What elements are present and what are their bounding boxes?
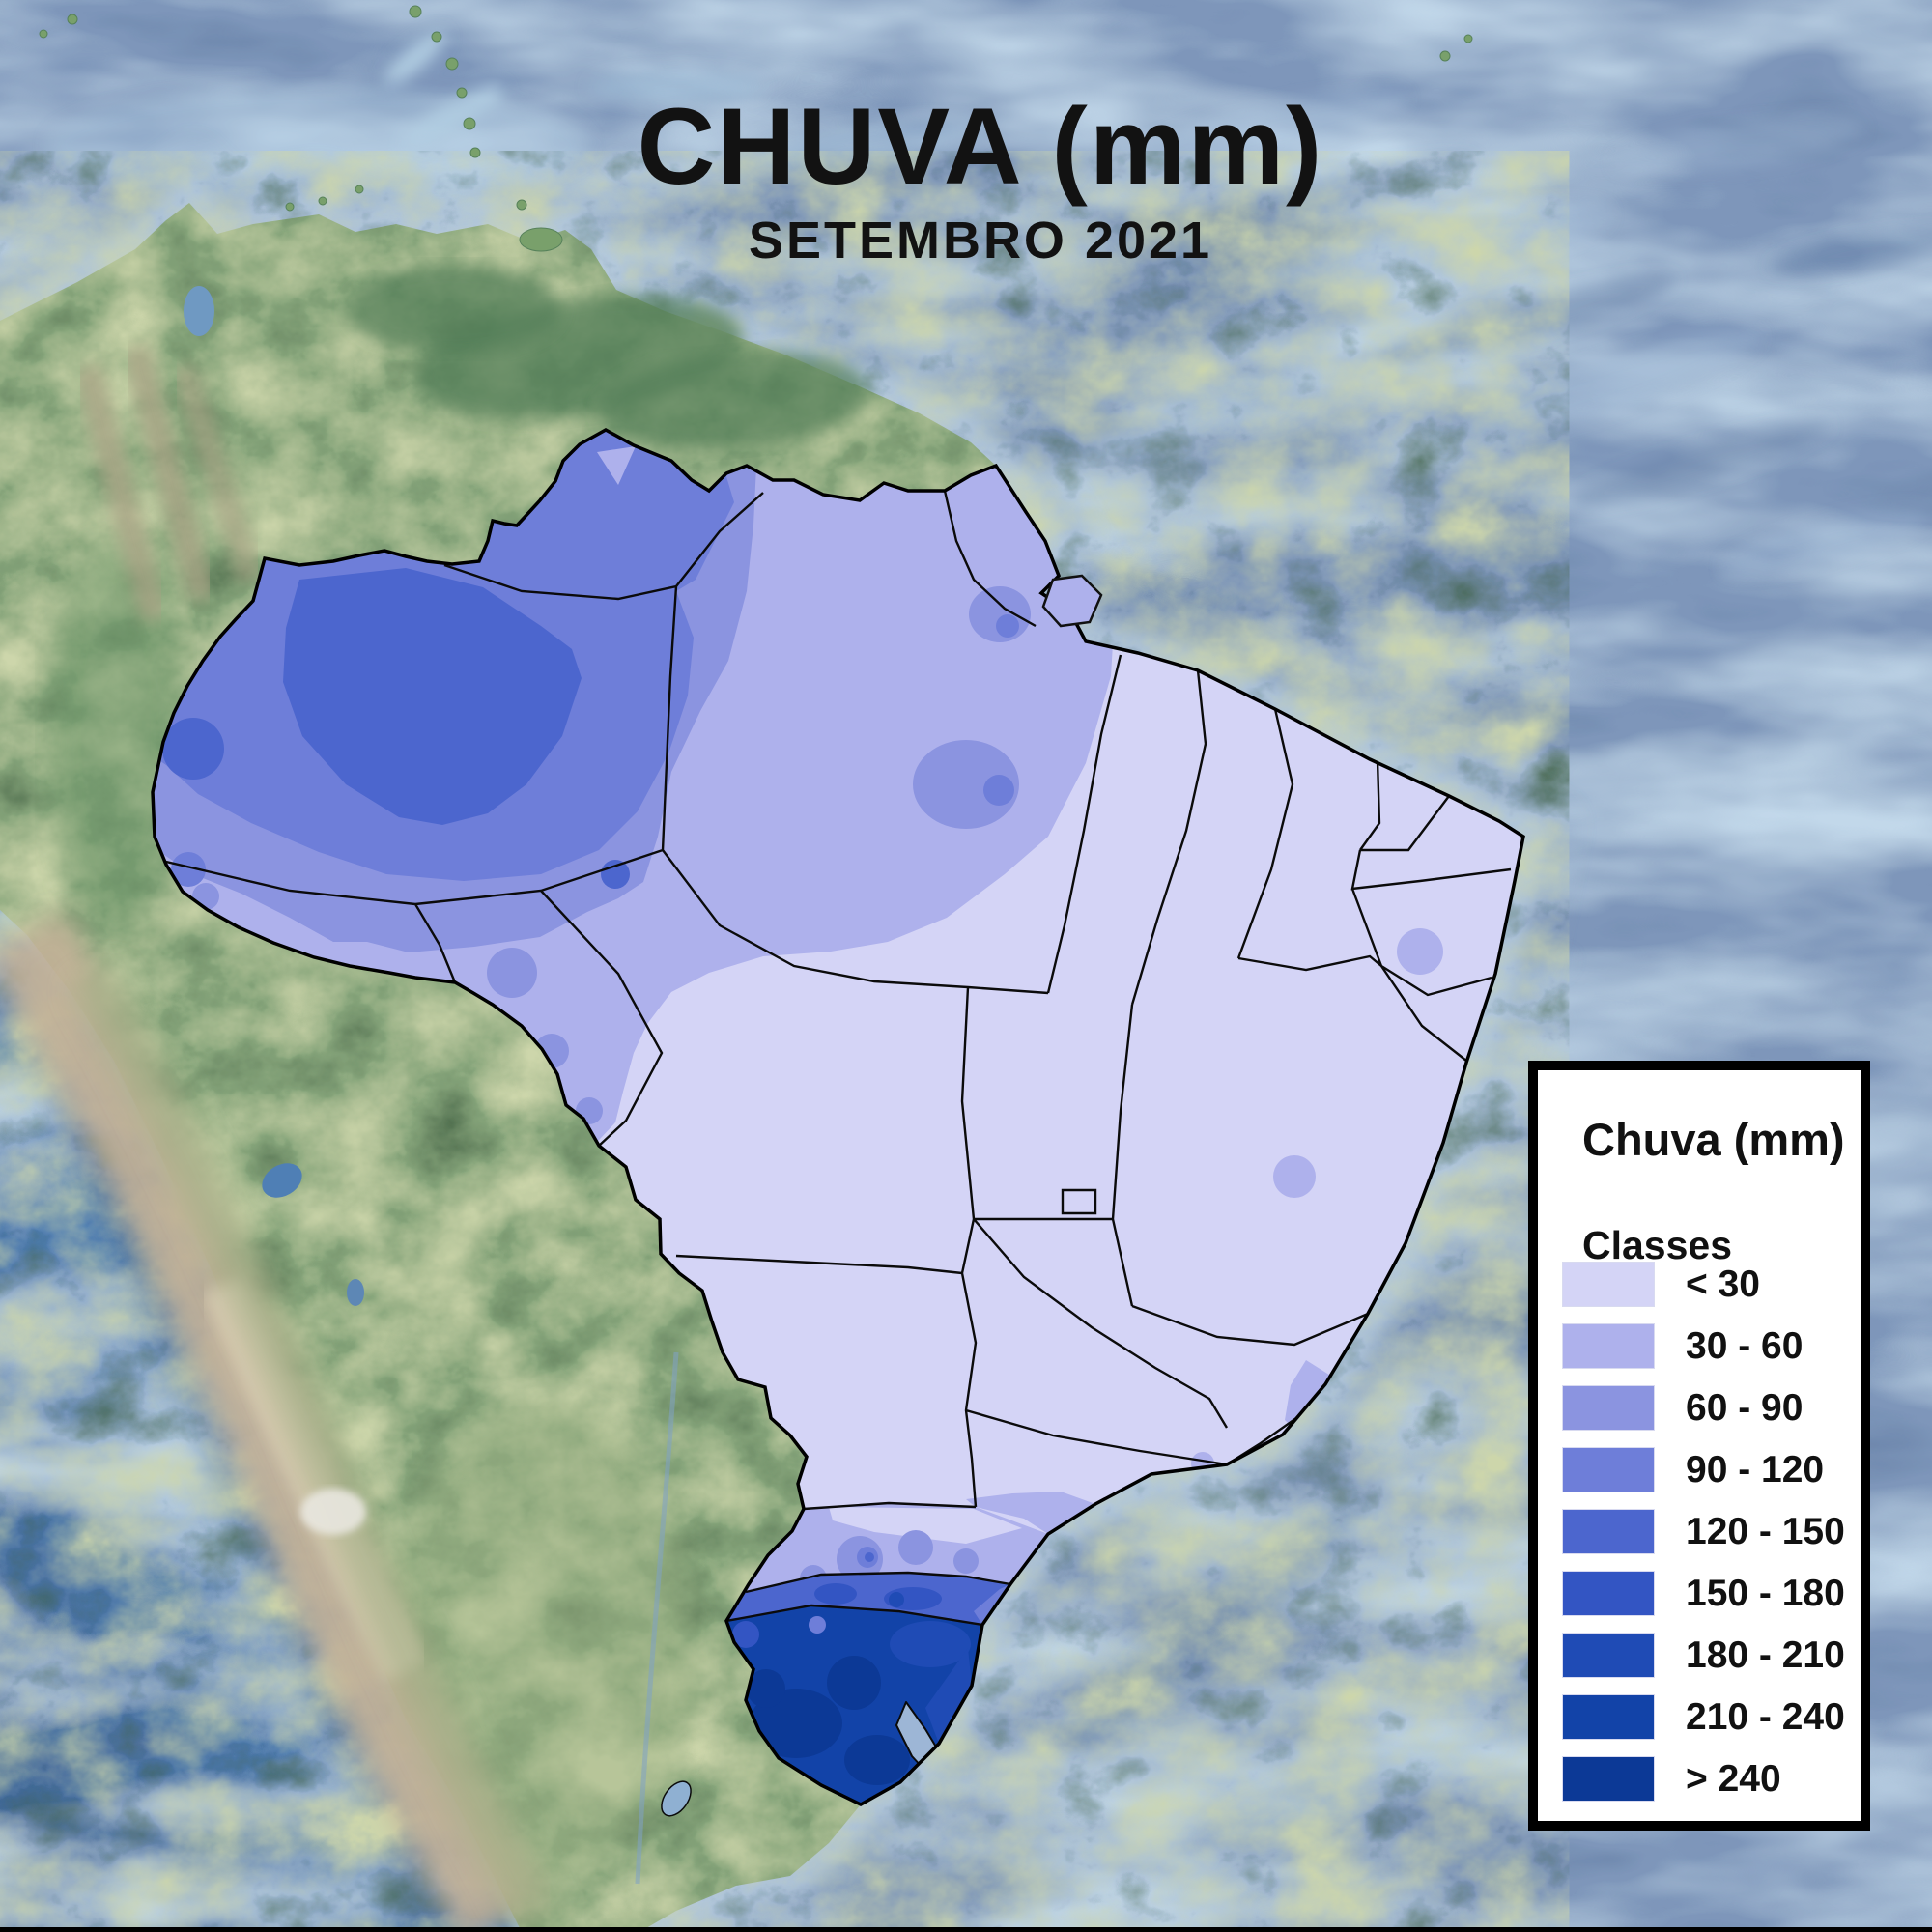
legend-row: 120 - 150 xyxy=(1562,1509,1845,1554)
legend-swatch xyxy=(1562,1694,1655,1740)
rainfall-blob xyxy=(865,1552,874,1562)
legend-swatch xyxy=(1562,1633,1655,1678)
rainfall-blob xyxy=(487,948,537,998)
legend-rows: < 30 30 - 60 60 - 90 90 - 120 120 - 150 … xyxy=(1562,1262,1845,1818)
legend-swatch xyxy=(1562,1385,1655,1431)
salt-flat xyxy=(300,1489,366,1535)
rainfall-blob xyxy=(889,1592,904,1607)
legend-label: 90 - 120 xyxy=(1686,1448,1825,1491)
rainfall-blob xyxy=(953,1548,979,1574)
page-subtitle: SETEMBRO 2021 xyxy=(748,212,1213,270)
rainfall-sc-coast xyxy=(974,1584,1010,1625)
legend-row: < 30 xyxy=(1562,1262,1845,1307)
antilles-islands xyxy=(39,5,1473,252)
lake-titicaca xyxy=(262,1163,302,1198)
rainfall-blob xyxy=(844,1735,910,1785)
lake-mirim xyxy=(661,1780,692,1817)
rainfall-blob xyxy=(732,1621,759,1648)
legend-row: 180 - 210 xyxy=(1562,1633,1845,1678)
rainfall-santa-catarina xyxy=(726,1573,1010,1625)
parana-river xyxy=(635,1351,679,1885)
legend-row: 60 - 90 xyxy=(1562,1385,1845,1431)
legend-label: 180 - 210 xyxy=(1686,1634,1845,1676)
state-borders xyxy=(165,490,1512,1627)
bottom-frame-edge xyxy=(0,1927,1932,1932)
rainfall-blob xyxy=(162,718,224,780)
legend-swatch xyxy=(1562,1323,1655,1369)
rainfall-roraima-tip xyxy=(597,446,636,485)
legend-label: 150 - 180 xyxy=(1686,1572,1845,1614)
legend-label: 60 - 90 xyxy=(1686,1386,1804,1429)
terrain-accents xyxy=(0,266,869,1932)
rainfall-blob xyxy=(996,614,1019,638)
rainfall-blob xyxy=(747,1669,785,1708)
rainfall-blob xyxy=(898,1530,933,1565)
rainfall-120-150-core xyxy=(283,568,582,825)
rainfall-blob xyxy=(171,852,206,887)
legend-label: > 240 xyxy=(1686,1757,1781,1800)
legend-label: < 30 xyxy=(1686,1263,1760,1305)
rainfall-rs-coast xyxy=(925,1648,972,1744)
legend-label: 120 - 150 xyxy=(1686,1510,1845,1552)
title-block: CHUVA (mm) SETEMBRO 2021 xyxy=(0,93,1932,270)
legend-row: 150 - 180 xyxy=(1562,1571,1845,1616)
legend-row: > 240 xyxy=(1562,1756,1845,1802)
rainfall-bahia-blob xyxy=(1273,1155,1316,1198)
legend-swatch xyxy=(1562,1756,1655,1802)
trinidad-island xyxy=(519,227,563,252)
legend-swatch xyxy=(1562,1447,1655,1492)
legend-label: 210 - 240 xyxy=(1686,1695,1845,1738)
legend-swatch xyxy=(1562,1571,1655,1616)
legend-label: 30 - 60 xyxy=(1686,1324,1804,1367)
rainfall-para-blob xyxy=(913,740,1019,829)
rainfall-blob xyxy=(890,1621,971,1667)
rainfall-blob xyxy=(827,1656,881,1710)
legend-row: 90 - 120 xyxy=(1562,1447,1845,1492)
rainfall-parana-light xyxy=(829,1507,1022,1544)
rainfall-ne-blob xyxy=(1397,928,1443,975)
legend-swatch xyxy=(1562,1262,1655,1307)
legend-box: Chuva (mm) Classes < 30 30 - 60 60 - 90 … xyxy=(1528,1061,1870,1831)
legend-subtitle: Classes xyxy=(1582,1223,1733,1267)
legend-row: 30 - 60 xyxy=(1562,1323,1845,1369)
rainfall-blob xyxy=(809,1616,826,1634)
legend-title: Chuva (mm) xyxy=(1582,1114,1845,1165)
legend-swatch xyxy=(1562,1509,1655,1554)
rainfall-blob xyxy=(983,775,1014,806)
marajo-island xyxy=(1041,574,1103,628)
rainfall-blob xyxy=(601,860,630,889)
lake-maracaibo xyxy=(184,286,214,336)
lake-poopo xyxy=(347,1279,364,1306)
legend-row: 210 - 240 xyxy=(1562,1694,1845,1740)
rainfall-blob xyxy=(814,1583,857,1605)
page-title: CHUVA (mm) xyxy=(637,86,1324,207)
